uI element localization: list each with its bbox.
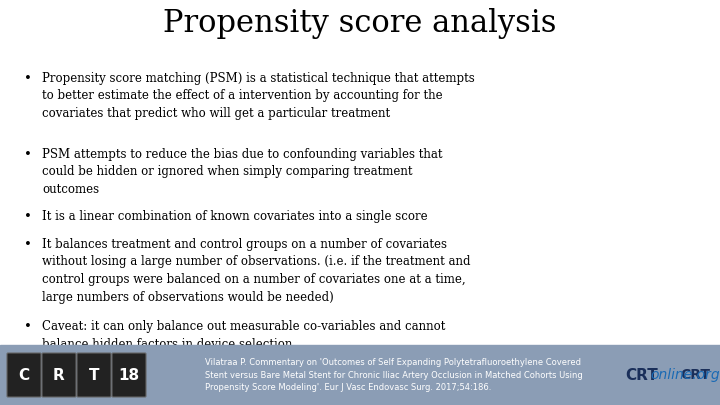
Text: Vilatraa P. Commentary on 'Outcomes of Self Expanding Polytetrafluoroethylene Co: Vilatraa P. Commentary on 'Outcomes of S… [205, 358, 582, 392]
Bar [0, 345, 720, 405]
Text: •: • [24, 72, 32, 85]
Text: CRT: CRT [625, 367, 658, 382]
Text: It balances treatment and control groups on a number of covariates
without losin: It balances treatment and control groups… [42, 238, 470, 303]
FancyBboxPatch shape [7, 353, 41, 397]
Text: •: • [24, 238, 32, 251]
Text: R: R [53, 367, 65, 382]
FancyBboxPatch shape [42, 353, 76, 397]
Text: Propensity score matching (PSM) is a statistical technique that attempts
to bett: Propensity score matching (PSM) is a sta… [42, 72, 474, 120]
Text: •: • [24, 210, 32, 223]
Text: •: • [24, 148, 32, 161]
Text: T: T [89, 367, 99, 382]
Text: Caveat: it can only balance out measurable co-variables and cannot
balance hidde: Caveat: it can only balance out measurab… [42, 320, 446, 350]
Text: •: • [24, 320, 32, 333]
Text: 18: 18 [118, 367, 140, 382]
Text: online.org: online.org [650, 368, 719, 382]
Text: C: C [19, 367, 30, 382]
FancyBboxPatch shape [77, 353, 111, 397]
Text: CRT: CRT [680, 368, 710, 382]
Text: Propensity score analysis: Propensity score analysis [163, 8, 557, 39]
Text: It is a linear combination of known covariates into a single score: It is a linear combination of known cova… [42, 210, 428, 223]
Text: PSM attempts to reduce the bias due to confounding variables that
could be hidde: PSM attempts to reduce the bias due to c… [42, 148, 443, 196]
FancyBboxPatch shape [112, 353, 146, 397]
